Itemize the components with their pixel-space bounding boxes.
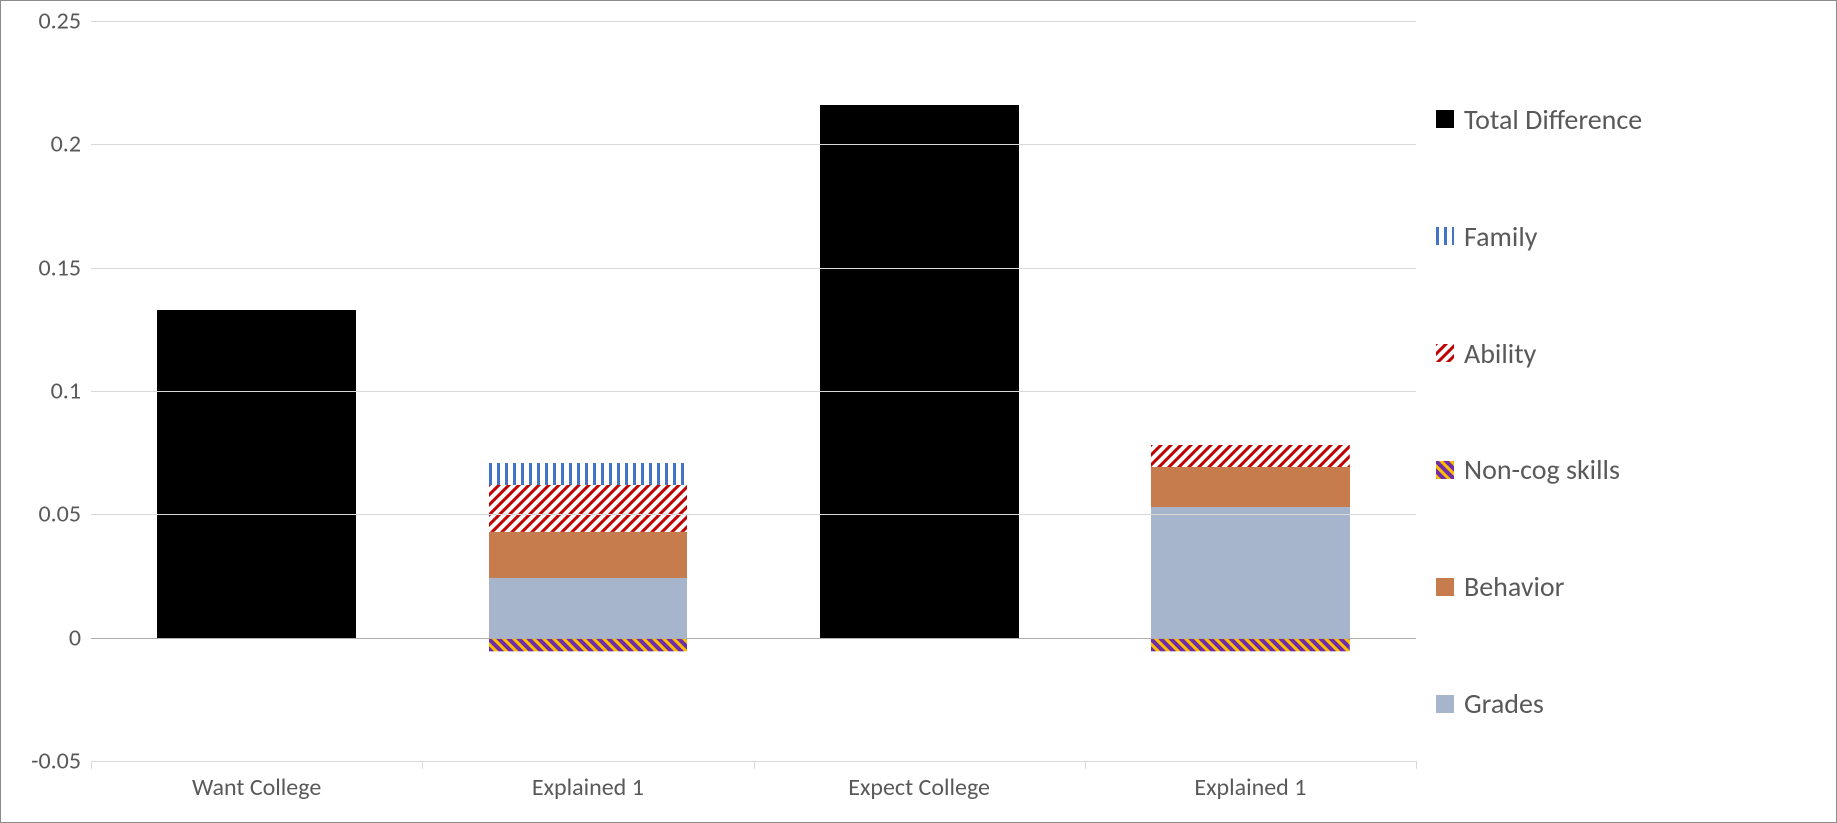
segment-total [157,310,356,638]
segment-family [489,463,688,485]
gridline [91,21,1416,22]
legend-item-family: Family [1436,219,1796,254]
legend-label: Non-cog skills [1464,452,1620,487]
segment-ability [1151,445,1350,467]
plot-area: Want CollegeExplained 1Expect CollegeExp… [91,21,1416,762]
x-tick [91,761,92,769]
x-axis-label: Want College [192,773,321,802]
legend-label: Family [1464,219,1537,254]
y-axis-label: -0.05 [31,747,81,776]
gridline [91,514,1416,515]
segment-total [820,105,1019,638]
legend-label: Ability [1464,336,1536,371]
legend-swatch [1436,344,1454,362]
legend-label: Grades [1464,686,1544,721]
legend-item-ability: Ability [1436,336,1796,371]
x-axis-label: Expect College [848,773,990,802]
legend-swatch [1436,227,1454,245]
segment-grades [1151,507,1350,638]
segment-behavior [489,532,688,579]
legend-item-grades: Grades [1436,686,1796,721]
x-tick [1085,761,1086,769]
y-axis-label: 0 [69,623,81,652]
legend-item-noncog: Non-cog skills [1436,452,1796,487]
legend-item-total: Total Difference [1436,102,1796,137]
segment-ability [489,485,688,532]
gridline [91,268,1416,269]
segment-grades [489,578,688,637]
legend-swatch [1436,578,1454,596]
gridline [91,144,1416,145]
y-axis-label: 0.25 [38,7,81,36]
segment-noncog [1151,638,1350,650]
x-tick [754,761,755,769]
chart-container: Want College Explained 1 Expect College Exp… [0,0,1837,823]
y-axis-label: 0.1 [51,377,81,406]
legend-swatch [1436,110,1454,128]
x-tick [422,761,423,769]
y-axis-label: 0.2 [51,130,81,159]
plot-wrap: Want College Explained 1 Expect College Exp… [1,1,1416,822]
x-tick [1416,761,1417,769]
x-axis-label: Explained 1 [532,773,644,802]
legend-label: Total Difference [1464,102,1642,137]
x-axis-label: Explained 1 [1194,773,1306,802]
legend-label: Behavior [1464,569,1564,604]
legend: Total Difference Family Ability Non-cog ski… [1416,1,1836,822]
legend-swatch [1436,461,1454,479]
y-axis-label: 0.15 [38,253,81,282]
legend-item-behavior: Behavior [1436,569,1796,604]
segment-noncog [489,638,688,650]
gridline [91,391,1416,392]
segment-behavior [1151,467,1350,506]
legend-swatch [1436,695,1454,713]
zero-line [91,638,1416,639]
y-axis-label: 0.05 [38,500,81,529]
